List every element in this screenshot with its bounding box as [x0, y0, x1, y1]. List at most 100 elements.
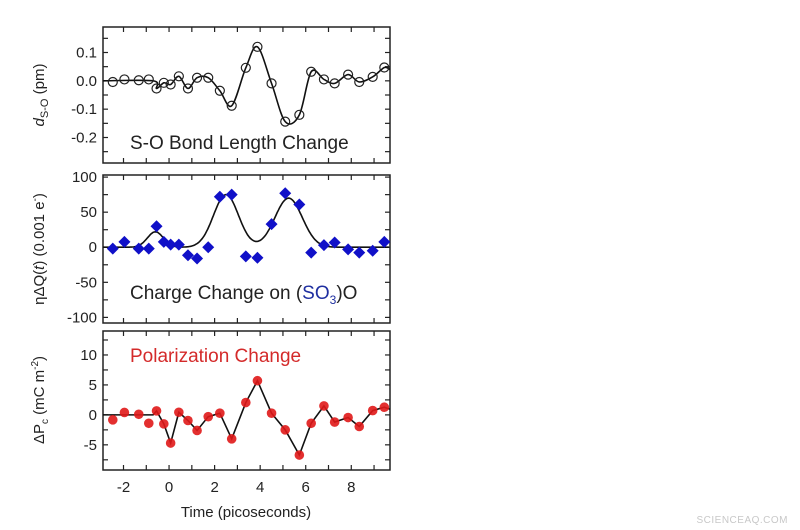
data-point — [353, 246, 366, 259]
data-point — [133, 409, 144, 420]
data-point — [226, 100, 237, 111]
y-tick-label: -0.1 — [71, 101, 97, 118]
data-point — [142, 242, 155, 255]
data-point — [241, 397, 251, 408]
data-point — [132, 242, 145, 255]
data-point — [251, 251, 264, 264]
data-point — [107, 415, 118, 425]
data-point — [329, 417, 340, 427]
data-point — [294, 109, 305, 120]
data-point — [191, 252, 204, 265]
data-point — [280, 116, 291, 127]
annotation-bond-length: S-O Bond Length Change — [130, 133, 349, 154]
plot-frame — [102, 174, 391, 324]
data-point — [367, 405, 378, 416]
ylabel-charge: ηΔQ(t) (0.001 e-) — [30, 193, 48, 305]
data-point — [107, 76, 118, 88]
data-point — [354, 421, 365, 432]
y-tick-label: 50 — [80, 204, 97, 221]
data-point — [215, 408, 225, 419]
data-point — [203, 72, 214, 83]
data-point — [343, 412, 353, 423]
data-point — [240, 62, 251, 73]
y-tick-label: 0.0 — [76, 73, 97, 90]
data-point — [279, 187, 292, 200]
data-point — [191, 72, 203, 83]
x-tick-label: 6 — [302, 479, 310, 496]
data-point — [165, 438, 176, 448]
data-point — [158, 77, 169, 88]
data-point — [306, 418, 316, 429]
annotation-charge: Charge Change on (SO3)O — [130, 283, 357, 307]
data-point — [183, 415, 193, 426]
data-point — [119, 74, 130, 85]
data-point — [192, 425, 202, 436]
data-point — [305, 246, 318, 259]
x-axis-ticks: -2 0 2 4 6 8 — [117, 479, 356, 496]
panel-bond-length: 0.1 0.0 -0.1 -0.2 — [71, 26, 391, 164]
data-point — [181, 249, 194, 262]
data-point — [239, 250, 252, 263]
data-point — [378, 235, 391, 248]
panel-charge: 100 50 0 -50 -100 — [67, 169, 391, 326]
data-point — [173, 71, 184, 82]
data-point — [143, 74, 154, 85]
data-point — [294, 450, 305, 460]
data-point — [174, 407, 184, 418]
y-tick-label: -100 — [67, 309, 97, 326]
y-tick-label: 0 — [89, 407, 97, 424]
data-point — [306, 66, 317, 77]
data-point — [342, 243, 355, 256]
data-point — [266, 408, 277, 419]
data-point — [182, 83, 194, 94]
y-tick-label: -0.2 — [71, 130, 97, 147]
data-point — [329, 78, 340, 89]
data-point — [172, 238, 185, 251]
data-point — [379, 62, 390, 73]
ylabel-bond-length: dS-O (pm) — [31, 64, 51, 127]
data-point — [252, 375, 263, 386]
data-point — [225, 188, 238, 201]
data-point — [203, 411, 214, 422]
data-point — [213, 190, 226, 203]
data-point — [293, 198, 306, 211]
y-tick-label: 0.1 — [76, 45, 97, 62]
data-point — [159, 419, 169, 429]
data-point — [119, 407, 130, 418]
data-point — [266, 78, 277, 89]
data-point — [202, 241, 215, 254]
x-tick-label: 0 — [165, 479, 173, 496]
ylabel-polarization: ΔPc (mC m-2) — [30, 356, 51, 444]
x-tick-label: 4 — [256, 479, 264, 496]
data-point — [252, 41, 263, 52]
data-point — [318, 74, 330, 85]
y-tick-label: 5 — [89, 377, 97, 394]
data-point — [317, 239, 330, 252]
data-point — [133, 75, 144, 86]
data-point — [143, 418, 154, 429]
xlabel: Time (picoseconds) — [181, 504, 311, 521]
data-point — [214, 85, 225, 96]
x-tick-label: 8 — [347, 479, 355, 496]
data-point — [106, 242, 119, 255]
fit-curve — [102, 45, 391, 125]
data-point — [379, 402, 390, 413]
x-tick-label: 2 — [210, 479, 218, 496]
data-point — [367, 71, 378, 82]
data-point — [118, 235, 131, 248]
y-tick-label: 0 — [89, 239, 97, 256]
data-point — [265, 218, 278, 231]
data-point — [164, 238, 177, 251]
data-point — [366, 244, 379, 257]
data-point — [151, 406, 162, 416]
annotation-polarization: Polarization Change — [130, 346, 301, 367]
data-point — [280, 425, 291, 435]
y-tick-label: -5 — [84, 437, 97, 454]
data-point — [354, 76, 365, 88]
panel-polarization: 10 5 0 -5 — [80, 330, 391, 471]
data-point — [328, 236, 341, 249]
data-point — [150, 220, 163, 233]
data-point — [319, 401, 329, 411]
x-tick-label: -2 — [117, 479, 130, 496]
